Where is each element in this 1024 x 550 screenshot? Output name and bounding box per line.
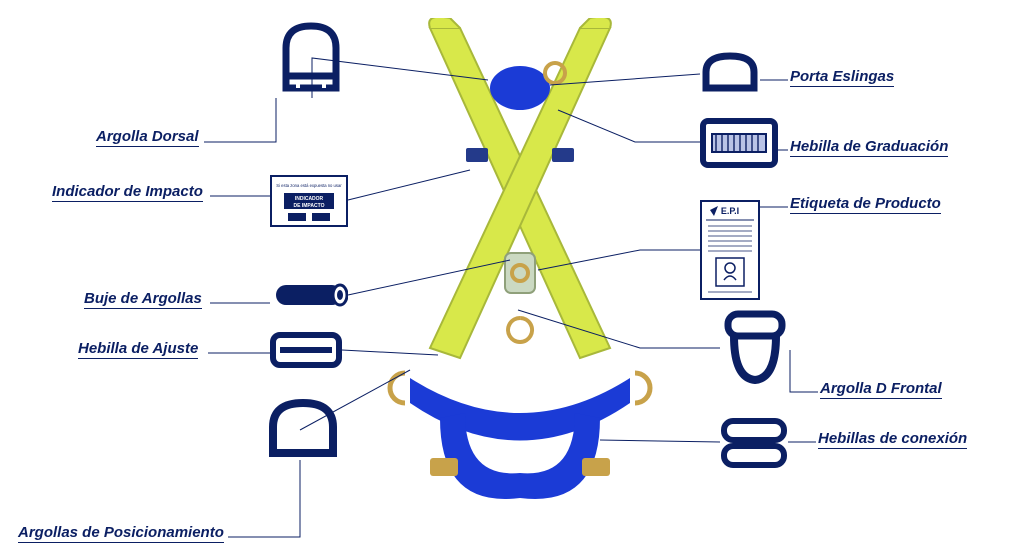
label-argolla-d-frontal: Argolla D Frontal <box>820 380 942 399</box>
argolla-dorsal-icon <box>276 18 346 98</box>
label-buje-argollas: Buje de Argollas <box>84 290 202 309</box>
argollas-posicionamiento-icon <box>265 395 341 461</box>
etiqueta-producto-icon: E.P.I <box>700 200 760 300</box>
label-hebillas-conexion: Hebillas de conexión <box>818 430 967 449</box>
svg-text:E.P.I: E.P.I <box>721 206 739 216</box>
hebilla-graduacion-icon <box>700 118 778 168</box>
label-argollas-posicionamiento: Argollas de Posicionamiento <box>18 524 224 543</box>
buje-argollas-icon <box>270 281 348 309</box>
label-argolla-dorsal: Argolla Dorsal <box>96 128 199 147</box>
label-hebilla-ajuste: Hebilla de Ajuste <box>78 340 198 359</box>
label-porta-eslingas: Porta Eslingas <box>790 68 894 87</box>
porta-eslingas-icon <box>700 52 760 94</box>
svg-text:Si esta zona está expuesta no: Si esta zona está expuesta no usar <box>276 183 342 188</box>
argolla-d-frontal-icon <box>720 310 790 388</box>
diagram-stage: Si esta zona está expuesta no usar INDIC… <box>0 0 1024 550</box>
indicador-impacto-icon: Si esta zona está expuesta no usar INDIC… <box>270 175 348 227</box>
label-etiqueta-producto: Etiqueta de Producto <box>790 195 941 214</box>
harness-illustration <box>370 18 670 518</box>
label-hebilla-graduacion: Hebilla de Graduación <box>790 138 948 157</box>
label-indicador-impacto: Indicador de Impacto <box>52 183 203 202</box>
hebillas-conexion-icon <box>720 418 788 468</box>
svg-text:INDICADOR: INDICADOR <box>295 196 324 202</box>
svg-text:DE IMPACTO: DE IMPACTO <box>294 203 325 209</box>
hebilla-ajuste-icon <box>270 332 342 368</box>
